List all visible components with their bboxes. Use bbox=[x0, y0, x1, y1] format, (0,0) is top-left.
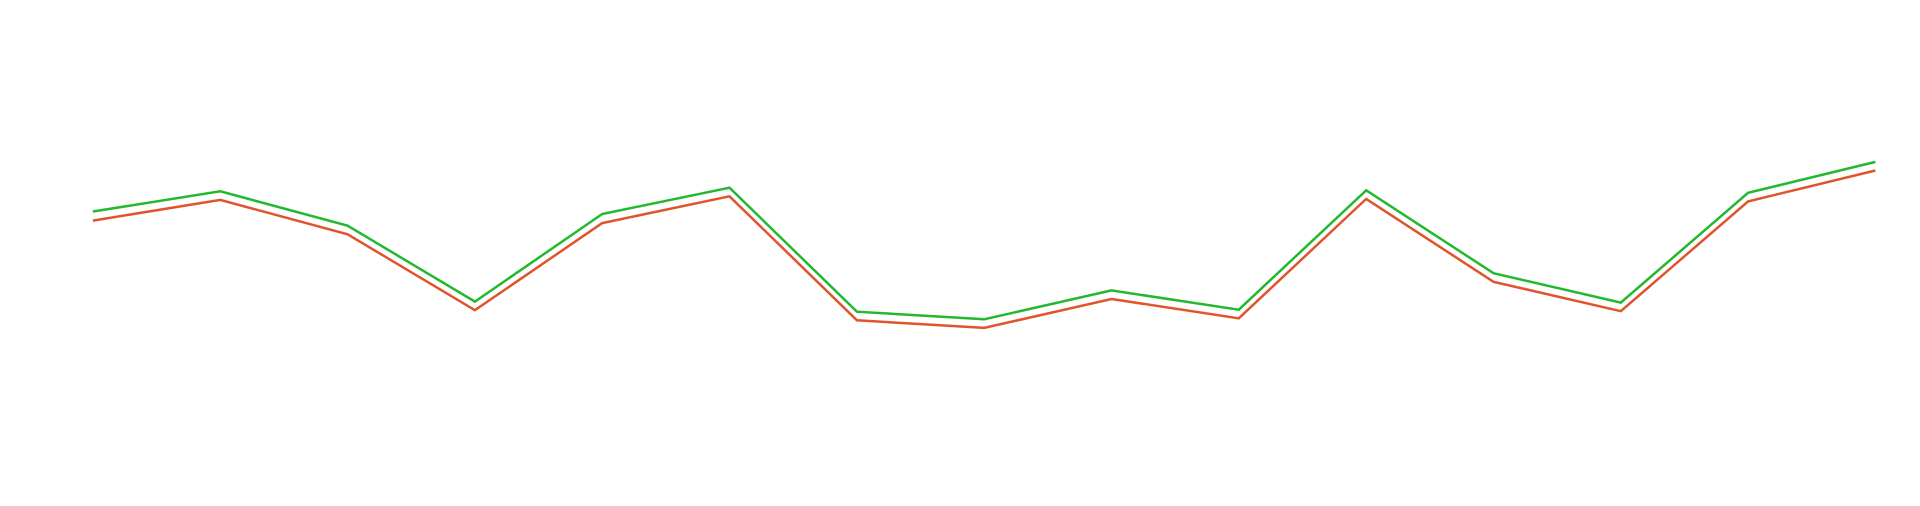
series-1 bbox=[92, 160, 1876, 321]
series-2 bbox=[92, 169, 1876, 330]
series-1-line bbox=[92, 160, 1876, 321]
series-2-line bbox=[92, 169, 1876, 330]
